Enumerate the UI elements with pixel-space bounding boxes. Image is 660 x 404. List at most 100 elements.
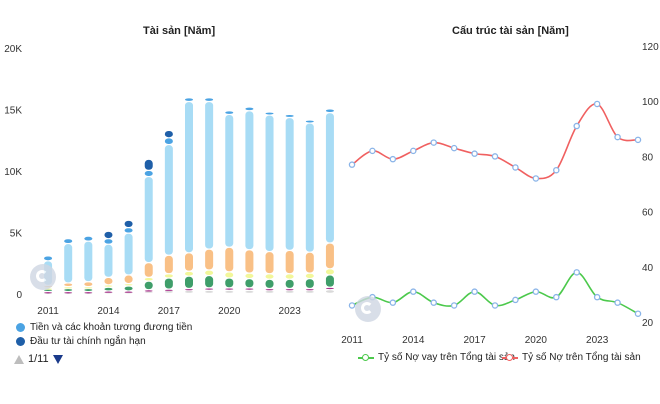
bar-segment — [285, 290, 294, 293]
data-point — [491, 153, 499, 160]
data-point — [532, 288, 540, 295]
bar-segment — [305, 273, 314, 279]
y-tick-label: 40 — [642, 263, 654, 274]
data-point — [389, 299, 397, 306]
bar-segment — [104, 231, 113, 239]
bar-segment — [84, 287, 93, 289]
bar-segment — [225, 272, 234, 278]
x-tick-label: 2014 — [97, 306, 120, 317]
bar-segment — [84, 236, 93, 241]
data-point — [450, 144, 458, 152]
bar-segment — [44, 256, 53, 261]
bar-segment — [325, 275, 334, 287]
bar-segment — [185, 102, 193, 253]
bar-segment — [185, 98, 193, 101]
bar-segment — [245, 107, 254, 111]
bar-segment — [164, 290, 173, 293]
bar-segment — [325, 287, 334, 290]
bar-segment — [245, 288, 254, 290]
bar-segment — [305, 123, 314, 252]
series-line — [351, 103, 639, 180]
data-point — [491, 302, 499, 309]
bar-segment — [285, 118, 294, 250]
bar-segment — [205, 98, 214, 101]
bar-segment — [225, 290, 234, 293]
bar-segment — [124, 275, 133, 283]
bar-segment — [285, 279, 294, 288]
bar-segment — [104, 287, 113, 291]
bar-segment — [124, 228, 133, 233]
assets-chart-title: Tài sản [Năm] — [143, 25, 216, 37]
pager-prev-icon[interactable] — [14, 354, 24, 364]
legend-line-icon — [358, 353, 374, 362]
legend-item-debt-ratio[interactable]: Tỷ số Nợ trên Tổng tài sản — [502, 352, 641, 363]
bar-segment — [64, 287, 73, 289]
data-point — [410, 288, 417, 295]
bar-segment — [144, 290, 153, 292]
bar-segment — [225, 278, 234, 288]
bar-segment — [144, 278, 153, 281]
bar-segment — [305, 289, 314, 291]
data-point — [450, 302, 458, 309]
bar-segment — [64, 289, 73, 291]
data-point — [471, 288, 478, 295]
legend-item-short-term-investment[interactable]: Đầu tư tài chính ngắn hạn — [16, 336, 146, 347]
bar-segment — [124, 233, 133, 275]
bar-segment — [325, 109, 334, 112]
bar-segment — [205, 290, 214, 293]
bar-segment — [225, 247, 234, 272]
data-point — [430, 139, 437, 146]
bar-segment — [185, 290, 193, 293]
bar-segment — [265, 112, 274, 115]
y-tick-label: 0 — [16, 290, 22, 301]
bar-segment — [104, 291, 113, 293]
bar-segment — [325, 269, 334, 275]
bar-segment — [265, 274, 274, 279]
bar-segment — [164, 255, 173, 274]
y-tick-label: 10K — [4, 167, 22, 178]
data-point — [410, 147, 417, 155]
x-tick-label: 2023 — [586, 335, 609, 346]
bar-segment — [164, 138, 173, 144]
y-tick-label: 20K — [4, 44, 22, 55]
data-point — [430, 299, 437, 306]
data-point — [348, 302, 356, 309]
bar-segment — [144, 263, 153, 277]
asset-structure-chart-panel: Cấu trúc tài sản [Năm] 20 40 60 80 100 120 201… — [341, 0, 660, 404]
bar-segment — [185, 289, 193, 291]
bar-segment — [104, 244, 113, 277]
x-tick-label: 2014 — [402, 335, 425, 346]
bar-segment — [285, 250, 294, 274]
bar-segment — [144, 159, 153, 170]
legend-item-cash[interactable]: Tiền và các khoản tương đương tiền — [16, 322, 192, 333]
bar-segment — [144, 177, 153, 263]
bar-segment — [305, 290, 314, 293]
data-point — [553, 166, 560, 174]
legend-pager: 1/11 — [14, 353, 63, 365]
bar-segment — [225, 115, 234, 247]
legend-line-icon — [502, 353, 518, 362]
legend-dot-icon — [16, 337, 25, 346]
x-tick-label: 2020 — [525, 335, 548, 346]
bar-segment — [205, 276, 214, 288]
bar-segment — [245, 290, 254, 293]
legend-label-debt-loan-ratio: Tỷ số Nợ vay trên Tổng tài sản — [378, 352, 515, 363]
bar-segment — [325, 243, 334, 269]
bar-segment — [325, 113, 334, 243]
bar-segment — [305, 252, 314, 273]
bar-segment — [164, 274, 173, 278]
bar-segment — [285, 115, 294, 117]
bar-segment — [144, 171, 153, 176]
y-tick-label: 80 — [642, 152, 654, 163]
bar-segment — [245, 273, 254, 279]
x-tick-label: 2017 — [463, 335, 486, 346]
bar-segment — [84, 282, 93, 287]
legend-item-debt-loan-ratio[interactable]: Tỷ số Nợ vay trên Tổng tài sản — [358, 352, 515, 363]
y-tick-label: 60 — [642, 208, 654, 219]
data-point — [634, 310, 642, 317]
pager-next-icon[interactable] — [52, 354, 63, 364]
bar-segment — [305, 279, 314, 288]
y-tick-label: 5K — [10, 229, 23, 240]
bar-segment — [124, 284, 133, 286]
pager-label: 1/11 — [28, 353, 49, 365]
